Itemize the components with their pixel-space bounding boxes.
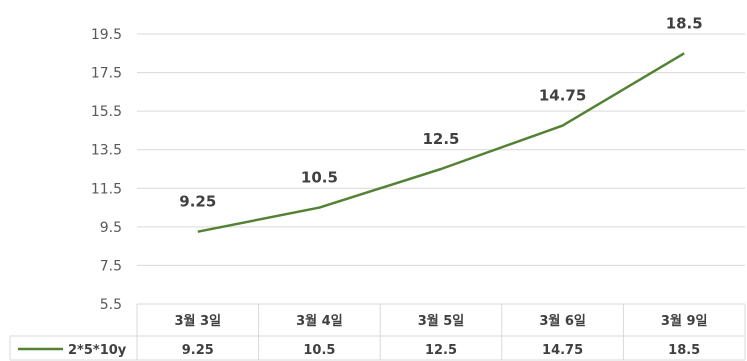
table-value-cell: 14.75 bbox=[542, 343, 583, 358]
legend-label: 2*5*10y bbox=[68, 343, 127, 358]
table-value-cell: 10.5 bbox=[303, 343, 335, 358]
y-tick-label: 19.5 bbox=[91, 27, 122, 43]
data-label: 14.75 bbox=[539, 87, 586, 105]
y-tick-label: 7.5 bbox=[100, 258, 122, 274]
x-category-label: 3월 4일 bbox=[296, 313, 343, 329]
series-line bbox=[197, 52, 685, 233]
x-category-label: 3월 5일 bbox=[418, 313, 465, 329]
y-tick-label: 11.5 bbox=[91, 181, 122, 197]
table-value-cell: 9.25 bbox=[182, 343, 214, 358]
y-tick-label: 9.5 bbox=[100, 220, 122, 236]
data-table: 3월 3일 3월 4일 3월 5일 3월 6일 3월 9일 2*5*10y 9.25 10.5… bbox=[9, 304, 746, 361]
table-value-cell: 18.5 bbox=[668, 343, 700, 358]
data-label: 12.5 bbox=[422, 130, 459, 148]
table-value-cell: 12.5 bbox=[425, 343, 457, 358]
x-category-label: 3월 9일 bbox=[661, 313, 708, 329]
data-label: 18.5 bbox=[666, 14, 703, 32]
y-tick-label: 17.5 bbox=[91, 66, 122, 82]
x-category-label: 3월 6일 bbox=[539, 313, 586, 329]
series-layer bbox=[197, 52, 685, 233]
x-category-label: 3월 3일 bbox=[175, 313, 222, 329]
y-tick-label: 5.5 bbox=[100, 297, 122, 313]
data-label: 10.5 bbox=[301, 169, 338, 187]
y-axis: 5.5 7.5 9.5 11.5 13.5 15.5 17.5 19.5 bbox=[91, 27, 122, 313]
y-tick-label: 15.5 bbox=[91, 104, 122, 120]
data-label: 9.25 bbox=[179, 193, 216, 211]
data-labels: 9.25 10.5 12.5 14.75 18.5 bbox=[179, 14, 702, 210]
y-tick-label: 13.5 bbox=[91, 143, 122, 159]
gridlines bbox=[137, 33, 745, 305]
